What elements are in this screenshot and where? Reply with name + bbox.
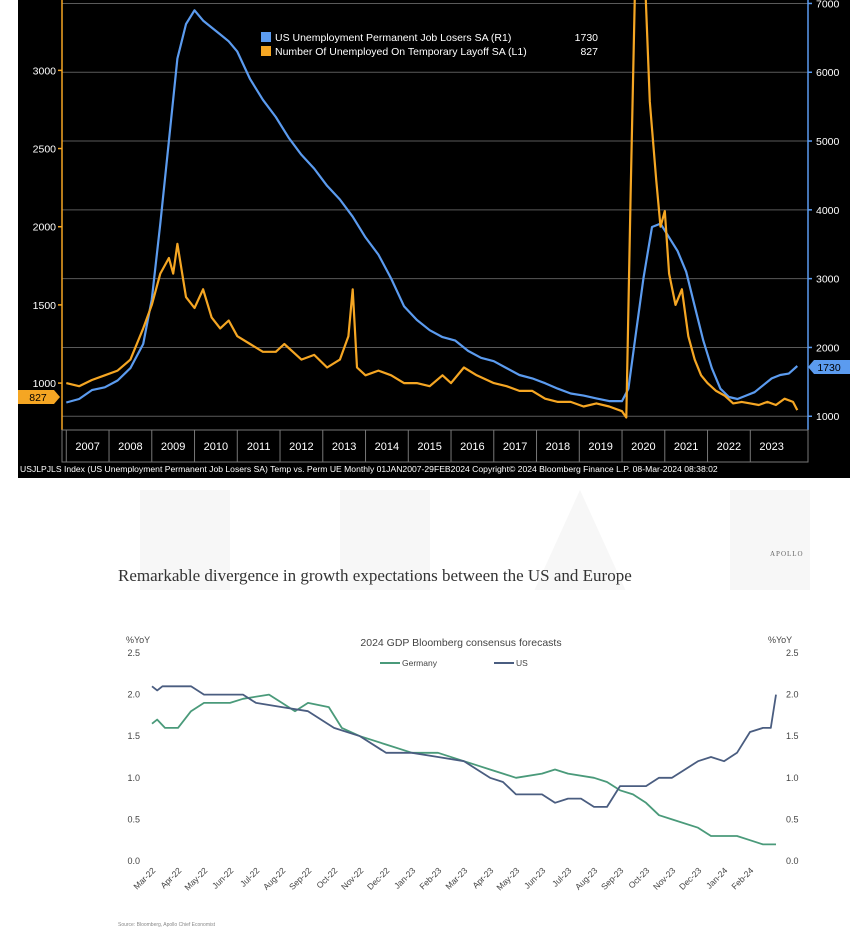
x-axis-tick-label: 2009 [161,441,185,453]
series-line-us [151,685,777,808]
chart-footer: USJLPJLS Index (US Unemployment Permanen… [20,464,718,474]
x-axis-tick-label: Jun-22 [210,865,236,891]
bloomberg-chart-canvas: 1000 1500 2000 2500 3000 1000 2000 3000 4000 5000… [18,0,850,478]
y-axis-tick-label-left: 1.0 [127,773,140,783]
x-axis-tick-label: 2017 [503,441,527,453]
legend-label-us: US [516,658,528,668]
x-axis-tick-label: 2018 [546,441,570,453]
x-axis-tick-label: Aug-22 [261,865,288,892]
x-axis-tick-label: Feb-24 [729,865,755,891]
legend-label-temporary: Number Of Unemployed On Temporary Layoff… [275,46,527,58]
y-axis-tick-label-left: 2.0 [127,690,140,700]
legend-last-temporary: 827 [580,46,598,58]
x-axis-tick-label: 2012 [289,441,313,453]
x-axis-tick-label: 2016 [460,441,484,453]
x-axis-tick-label: Nov-22 [339,865,366,892]
right-axis-tick-label: 5000 [816,136,840,148]
last-value-right-label: 1730 [817,362,841,374]
last-value-left-label: 827 [29,392,47,404]
right-axis-tick-label: 2000 [816,342,840,354]
series-line-germany [151,693,776,846]
x-axis-tick-label: Oct-23 [626,865,651,890]
left-axis-tick-label: 1500 [33,300,57,312]
x-axis-tick-label: Dec-23 [677,865,704,892]
legend-swatch-permanent [261,32,271,42]
y-axis-tick-label-left: 0.0 [127,856,140,866]
y-axis-tick-label-left: 0.5 [127,814,140,824]
x-axis-tick-label: Aug-23 [573,865,600,892]
x-axis-tick-label: Dec-22 [365,865,392,892]
chart-source: Source: Bloomberg, Apollo Chief Economis… [118,922,215,928]
apollo-gdp-chart: APOLLO Remarkable divergence in growth e… [0,540,868,936]
x-axis-tick-label: 2013 [332,441,356,453]
x-axis-tick-label: Jan-23 [392,865,418,891]
x-axis-tick-label: Apr-23 [470,865,495,890]
right-axis-tick-label: 4000 [816,205,840,217]
x-axis-tick-label: Sep-22 [287,865,314,892]
brand-mark: APOLLO [770,550,804,558]
x-axis-tick-label: 2019 [588,441,612,453]
x-axis-tick-label: Sep-23 [599,865,626,892]
left-axis-tick-label: 3000 [33,65,57,77]
left-axis-tick-label: 2500 [33,144,57,156]
legend-swatch-temporary [261,46,271,56]
y-axis-tick-label-left: 2.5 [127,648,140,658]
x-axis-tick-label: 2007 [75,441,99,453]
x-axis-tick-label: 2015 [417,441,441,453]
y-axis-tick-label-right: 1.0 [786,773,799,783]
x-axis-tick-label: May-22 [182,865,209,892]
right-axis-tick-label: 3000 [816,274,840,286]
x-axis-tick-label: Mar-23 [443,865,469,891]
left-axis-tick-label: 1000 [33,378,57,390]
right-axis-tick-label: 1000 [816,411,840,423]
x-axis-tick-label: Oct-22 [314,865,339,890]
x-axis-tick-label: Jan-24 [704,865,730,891]
y-axis-tick-label-right: 2.5 [786,648,799,658]
left-axis-tick-label: 2000 [33,222,57,234]
legend-label-permanent: US Unemployment Permanent Job Losers SA … [275,32,511,44]
x-axis-tick-label: 2010 [204,441,228,453]
x-axis-tick-label: 2020 [631,441,655,453]
y-axis-label-right: %YoY [768,635,792,645]
chart-title: Remarkable divergence in growth expectat… [118,566,632,585]
chart-subtitle: 2024 GDP Bloomberg consensus forecasts [360,637,561,649]
x-axis-tick-label: 2023 [759,441,783,453]
y-axis-tick-label-right: 0.0 [786,856,799,866]
legend-label-germany: Germany [402,658,438,668]
legend-box [254,28,600,62]
chart-background [18,0,850,478]
last-value-right: 1730 [808,360,850,374]
y-axis-label-left: %YoY [126,635,150,645]
x-axis-tick-label: 2021 [674,441,698,453]
y-axis-tick-label-right: 0.5 [786,814,799,824]
chart-legend: US Unemployment Permanent Job Losers SA … [254,28,600,62]
bloomberg-unemployment-chart: 1000 1500 2000 2500 3000 1000 2000 3000 4000 5000… [18,0,850,478]
x-axis-tick-label: Jul-23 [550,865,574,889]
chart-legend: Germany US [380,658,528,668]
x-axis-tick-label: Jul-22 [238,865,262,889]
x-axis-tick-label: Nov-23 [651,865,678,892]
last-value-left: 827 [18,390,60,404]
x-axis-tick-label: Mar-22 [131,865,157,891]
x-axis-tick-label: May-23 [494,865,521,892]
x-axis-tick-label: Feb-23 [417,865,443,891]
y-axis-tick-label-right: 2.0 [786,690,799,700]
x-axis-tick-label: 2008 [118,441,142,453]
apollo-chart-canvas: 2024 GDP Bloomberg consensus forecasts G… [126,635,799,892]
y-axis-tick-label-right: 1.5 [786,731,799,741]
right-axis-tick-label: 6000 [816,67,840,79]
x-axis-tick-label: 2014 [375,441,399,453]
right-axis-tick-label: 7000 [816,0,840,10]
x-axis-tick-label: 2022 [717,441,741,453]
series-line-temporary-layoff [66,0,799,419]
x-axis-band [61,429,809,463]
draft-watermark [140,490,810,590]
x-axis-tick-label: 2011 [247,441,271,453]
y-axis-tick-label-left: 1.5 [127,731,140,741]
x-axis-tick-label: Apr-22 [158,865,183,890]
x-axis-tick-label: Jun-23 [522,865,548,891]
series-line-permanent-job-losers [66,9,799,404]
legend-last-permanent: 1730 [575,32,599,44]
